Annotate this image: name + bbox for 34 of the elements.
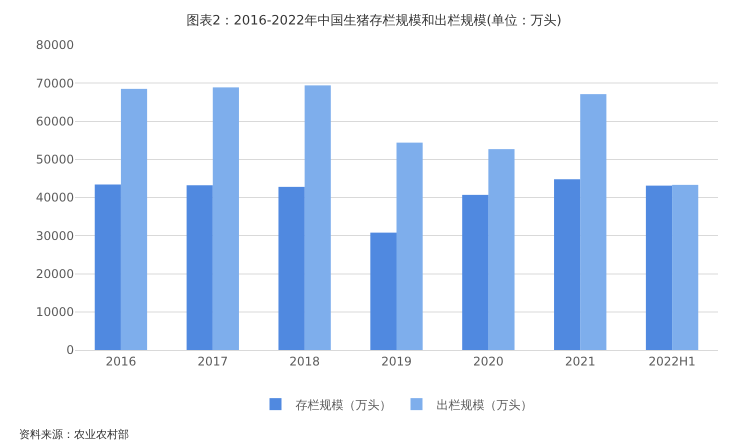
bar [186,185,213,350]
bar [462,194,488,350]
bar [396,142,423,350]
y-tick-label: 60000 [36,114,74,128]
bar [488,149,515,350]
text: 资料来源：农业农村部 [19,428,129,441]
bar [370,232,396,350]
bar [580,94,606,350]
x-tick-label: 2022H1 [648,354,696,368]
chart-title: 图表2：2016-2022年中国生猪存栏规模和出栏规模(单位：万头) [186,14,562,29]
x-tick-label: 2017 [198,354,228,368]
x-tick-label: 2019 [381,354,412,368]
y-tick-label: 10000 [36,305,74,320]
bar [94,184,121,350]
bar [278,186,305,350]
x-tick-label: 2018 [289,354,320,368]
bar [304,85,331,350]
bar [646,186,672,350]
y-tick-label: 40000 [36,190,74,205]
y-tick-label: 30000 [36,228,74,243]
bar [120,88,148,350]
y-tick-label: 80000 [36,38,74,52]
bar [212,87,239,350]
bar [672,184,698,350]
y-tick-label: 70000 [36,76,74,90]
x-tick-label: 2016 [106,354,136,368]
legend-label: 出栏规模（万头） [436,398,532,412]
y-tick-label: 0 [66,343,74,358]
bar [554,179,580,350]
x-tick-label: 2020 [473,354,504,368]
y-tick-label: 50000 [36,152,74,167]
legend-label: 存栏规模（万头） [296,398,392,412]
y-tick-label: 20000 [36,266,74,281]
x-tick-label: 2021 [564,354,596,368]
